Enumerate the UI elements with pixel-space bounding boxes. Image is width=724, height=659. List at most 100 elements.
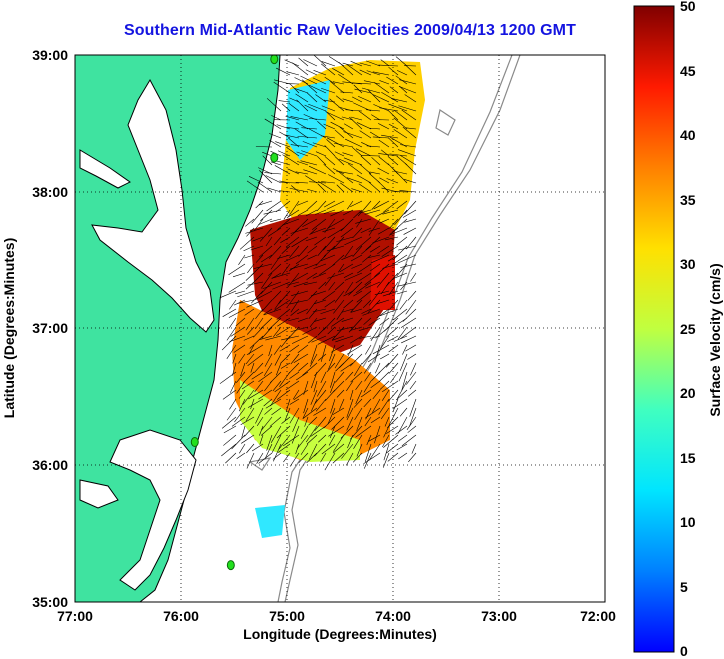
velocity-arrow — [236, 371, 246, 383]
velocity-arrow — [239, 236, 255, 250]
velocity-arrow — [232, 353, 237, 364]
velocity-arrow — [364, 371, 372, 382]
velocity-arrow — [281, 103, 291, 112]
velocity-arrow — [242, 389, 255, 405]
velocity-arrow — [229, 398, 237, 410]
station-marker — [226, 560, 235, 571]
velocity-arrow — [329, 425, 336, 439]
velocity-arrow — [223, 434, 237, 446]
velocity-arrow — [234, 407, 246, 423]
velocity-arrow — [396, 200, 408, 210]
velocity-arrow — [367, 89, 381, 103]
velocity-arrow — [295, 171, 309, 175]
velocity-arrow — [311, 335, 327, 343]
velocity-arrow — [298, 245, 309, 257]
velocity-arrow — [352, 245, 363, 257]
velocity-arrow — [378, 139, 390, 148]
velocity-arrow — [259, 200, 273, 206]
velocity-arrow — [243, 245, 255, 252]
velocity-arrow — [344, 272, 363, 281]
velocity-arrow — [334, 281, 345, 291]
velocity-arrow — [324, 145, 336, 157]
velocity-arrow — [371, 157, 381, 166]
velocity-arrow — [370, 326, 381, 341]
velocity-arrow — [377, 227, 390, 235]
velocity-arrow — [381, 245, 399, 257]
velocity-arrow — [268, 263, 282, 276]
velocity-arrow — [332, 68, 345, 76]
velocity-arrow — [344, 236, 363, 246]
velocity-arrow — [311, 218, 327, 230]
velocity-arrow — [226, 407, 237, 421]
velocity-arrow — [245, 218, 255, 227]
velocity-arrow — [295, 182, 309, 184]
velocity-arrow — [265, 236, 273, 247]
velocity-arrow — [341, 116, 354, 121]
velocity-arrow — [222, 389, 237, 400]
velocity-arrow — [276, 362, 282, 376]
velocity-arrow — [331, 344, 345, 353]
velocity-arrow — [399, 144, 417, 148]
velocity-arrow — [307, 254, 318, 260]
velocity-arrow — [373, 94, 390, 103]
velocity-arrow — [408, 389, 417, 397]
velocity-arrow — [343, 131, 363, 139]
velocity-arrow — [338, 263, 345, 273]
velocity-arrow — [383, 434, 399, 448]
velocity-arrow — [323, 209, 336, 214]
velocity-arrow — [392, 218, 408, 233]
velocity-arrow — [380, 335, 390, 349]
velocity-arrow — [296, 371, 309, 381]
velocity-arrow — [364, 416, 372, 427]
velocity-arrow — [314, 416, 327, 431]
velocity-arrow — [388, 362, 399, 374]
velocity-arrow — [397, 434, 408, 442]
velocity-arrow — [246, 452, 255, 469]
velocity-arrow — [262, 281, 282, 290]
velocity-arrow — [367, 353, 381, 363]
velocity-arrow — [301, 127, 318, 130]
velocity-arrow — [368, 317, 381, 326]
velocity-arrow — [332, 81, 345, 85]
velocity-arrow — [272, 380, 282, 392]
velocity-arrow — [306, 299, 318, 315]
velocity-arrow — [361, 245, 372, 255]
velocity-arrow — [317, 326, 327, 336]
velocity-arrow — [389, 299, 399, 310]
velocity-arrow — [326, 200, 345, 210]
velocity-arrow — [303, 169, 318, 175]
velocity-arrow — [356, 263, 372, 274]
velocity-arrow — [395, 389, 408, 401]
velocity-arrow — [370, 380, 381, 388]
velocity-arrow — [386, 76, 399, 85]
velocity-arrow — [247, 398, 264, 408]
velocity-arrow — [251, 371, 264, 380]
velocity-arrow — [356, 416, 363, 431]
velocity-arrow — [284, 254, 300, 263]
velocity-arrow — [301, 150, 318, 157]
velocity-arrow — [324, 272, 336, 286]
x-tick: 73:00 — [481, 608, 517, 624]
velocity-arrow — [402, 126, 417, 139]
velocity-arrow — [279, 371, 291, 387]
velocity-arrow — [338, 158, 354, 166]
pamlico-sound — [109, 429, 197, 591]
velocity-arrow — [292, 62, 309, 76]
velocity-arrow — [310, 389, 318, 405]
velocity-arrow — [382, 434, 390, 448]
velocity-arrow — [332, 326, 345, 341]
velocity-arrow — [288, 102, 300, 112]
velocity-arrow — [365, 281, 381, 289]
velocity-arrow — [406, 371, 417, 385]
velocity-arrow — [308, 165, 327, 175]
velocity-arrow — [353, 84, 363, 94]
velocity-arrow — [349, 353, 363, 367]
velocity-arrow — [296, 200, 309, 206]
velocity-arrow — [286, 147, 300, 157]
velocity-arrow — [405, 163, 417, 175]
velocity-arrow — [289, 299, 309, 305]
velocity-arrow — [405, 127, 417, 130]
velocity-arrow — [368, 218, 381, 236]
velocity-arrow — [341, 308, 354, 313]
velocity-arrow — [400, 317, 417, 328]
